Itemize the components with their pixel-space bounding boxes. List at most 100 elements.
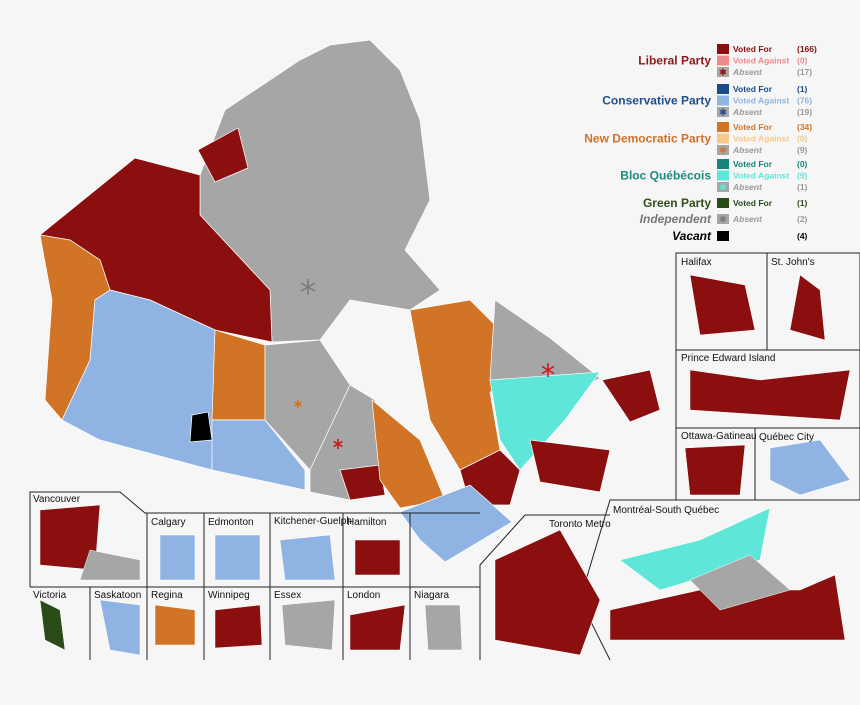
inset-label: Vancouver bbox=[33, 494, 81, 505]
inset-map bbox=[79, 549, 141, 581]
inset-label: Ottawa-Gatineau bbox=[681, 431, 757, 442]
inset-map bbox=[769, 439, 851, 496]
inset-map bbox=[214, 604, 263, 649]
vacant-riding bbox=[189, 411, 213, 443]
vote-count: (2) bbox=[797, 214, 808, 224]
arctic-island bbox=[197, 127, 249, 183]
party-name: Independent bbox=[640, 212, 712, 226]
party-name: Vacant bbox=[672, 229, 712, 243]
vote-count: (1) bbox=[797, 182, 808, 192]
vote-label: Voted For bbox=[733, 122, 773, 132]
vote-count: (0) bbox=[797, 134, 808, 144]
legend-swatch bbox=[717, 122, 729, 132]
inset-label: Niagara bbox=[414, 590, 449, 601]
inset-map bbox=[214, 534, 261, 581]
legend-swatch bbox=[717, 231, 729, 241]
inset-labels: Halifax St. John's Prince Edward Island Ott… bbox=[33, 257, 815, 601]
inset-label: Québec City bbox=[759, 432, 814, 443]
alberta-bc bbox=[61, 289, 216, 471]
vote-label: Absent bbox=[732, 67, 763, 77]
southern-ontario bbox=[399, 484, 513, 563]
vote-count: (17) bbox=[797, 67, 812, 77]
inset-map bbox=[684, 444, 746, 496]
inset-map bbox=[39, 599, 66, 651]
absent-star bbox=[719, 147, 727, 153]
inset-map bbox=[279, 534, 336, 581]
inset-map bbox=[619, 507, 771, 591]
vote-count: (9) bbox=[797, 145, 808, 155]
legend-swatch bbox=[717, 159, 729, 169]
legend-swatch bbox=[717, 198, 729, 208]
absent-star bbox=[719, 216, 727, 222]
party-name: Bloc Québécois bbox=[620, 169, 711, 183]
absent-star bbox=[333, 440, 343, 448]
inset-map bbox=[281, 599, 336, 651]
prairies-south bbox=[211, 419, 306, 491]
inset-label: Montréal-South Québec bbox=[613, 505, 719, 516]
inset-label: St. John's bbox=[771, 257, 815, 268]
vote-label: Absent bbox=[732, 182, 763, 192]
inset-label: Essex bbox=[274, 590, 301, 601]
inset-maps bbox=[39, 274, 851, 656]
inset-map bbox=[99, 599, 141, 656]
inset-label: Calgary bbox=[151, 517, 185, 528]
vote-count: (0) bbox=[797, 159, 808, 169]
absent-star bbox=[541, 365, 555, 375]
vote-label: Absent bbox=[732, 107, 763, 117]
vote-count: (34) bbox=[797, 122, 812, 132]
inset-label: London bbox=[347, 590, 380, 601]
absent-star bbox=[719, 184, 727, 190]
absent-star bbox=[300, 282, 316, 292]
inset-map bbox=[349, 604, 406, 651]
vote-label: Voted For bbox=[733, 44, 773, 54]
inset-map bbox=[689, 554, 791, 611]
vote-label: Voted For bbox=[733, 198, 773, 208]
vote-count: (9) bbox=[797, 171, 808, 181]
vote-label: Absent bbox=[732, 145, 763, 155]
newfoundland bbox=[601, 369, 661, 423]
vote-label: Voted Against bbox=[733, 171, 789, 181]
inset-label: Victoria bbox=[33, 590, 67, 601]
vote-count: (1) bbox=[797, 198, 808, 208]
legend-swatch bbox=[717, 55, 729, 66]
party-name: Conservative Party bbox=[602, 94, 711, 108]
vote-count: (19) bbox=[797, 107, 812, 117]
vote-count: (0) bbox=[797, 56, 808, 66]
vote-label: Voted For bbox=[733, 159, 773, 169]
maritimes bbox=[529, 439, 611, 493]
main-map bbox=[39, 39, 661, 563]
inset-label: Kitchener-Guelph bbox=[274, 516, 352, 527]
vote-count: (1) bbox=[797, 84, 808, 94]
absent-star bbox=[719, 109, 727, 115]
inset-label: Edmonton bbox=[208, 517, 254, 528]
inset-box bbox=[29, 491, 480, 587]
legend-swatch bbox=[717, 44, 729, 54]
inset-label: Prince Edward Island bbox=[681, 353, 776, 364]
inset-label: Toronto Metro bbox=[549, 519, 611, 530]
inset-label: Regina bbox=[151, 590, 183, 601]
inset-label: Winnipeg bbox=[208, 590, 250, 601]
inset-boxes bbox=[29, 252, 860, 661]
inset-map bbox=[689, 369, 851, 421]
legend-swatch bbox=[717, 84, 729, 94]
legend-swatch bbox=[717, 133, 729, 144]
inset-label: Hamilton bbox=[347, 517, 386, 528]
party-name: Liberal Party bbox=[638, 54, 711, 68]
inset-map bbox=[159, 534, 196, 581]
vote-label: Voted Against bbox=[733, 134, 789, 144]
ontario-red bbox=[339, 464, 386, 501]
legend: Liberal Party Voted For (166) Voted Against… bbox=[584, 44, 817, 243]
inset-map bbox=[354, 539, 401, 576]
vote-label: Voted For bbox=[733, 84, 773, 94]
vote-count: (166) bbox=[797, 44, 817, 54]
vote-count: (4) bbox=[797, 231, 808, 241]
inset-box bbox=[579, 499, 860, 661]
inset-map bbox=[789, 274, 826, 341]
legend-swatch bbox=[717, 95, 729, 106]
vote-label: Voted Against bbox=[733, 96, 789, 106]
inset-map bbox=[689, 274, 756, 336]
saskatchewan bbox=[211, 329, 266, 421]
absent-star bbox=[294, 401, 302, 407]
vote-label: Absent bbox=[732, 214, 763, 224]
